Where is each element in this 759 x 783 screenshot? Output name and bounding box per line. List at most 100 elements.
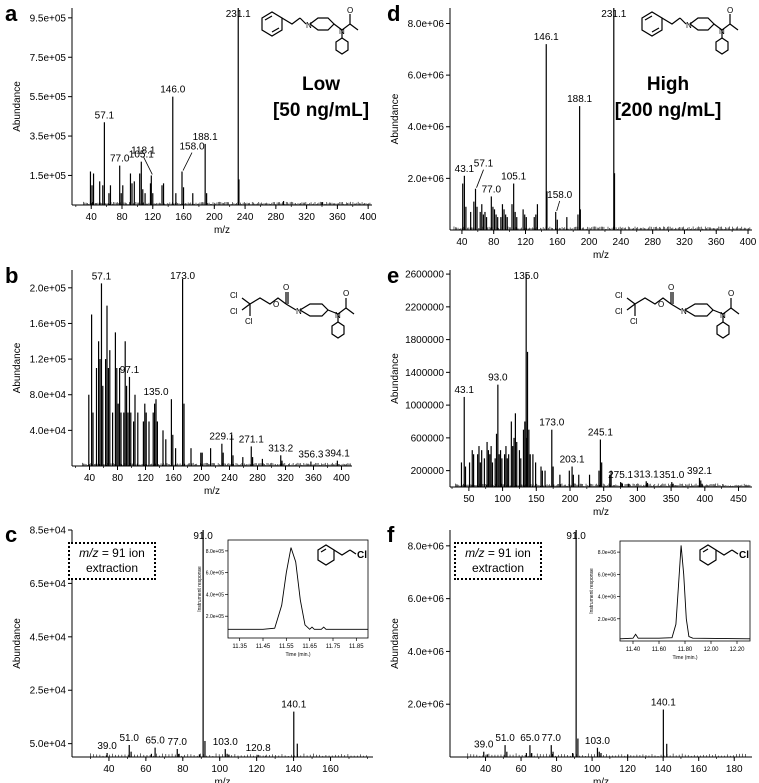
x-tick-label-d: 400 — [740, 237, 757, 248]
x-tick-label-b: 80 — [112, 473, 124, 484]
extraction-rest: = 91 ion — [484, 546, 531, 560]
svg-text:O: O — [668, 283, 674, 292]
x-axis-label-f: m/z — [593, 777, 609, 783]
x-tick-label-d: 200 — [581, 237, 598, 248]
inset-y-tick-label-f: 6.0e+06 — [598, 572, 616, 578]
peak-label-e: 93.0 — [488, 373, 508, 384]
peak-label-b: 394.1 — [325, 449, 350, 460]
x-tick-label-d: 320 — [676, 237, 693, 248]
svg-text:N: N — [720, 311, 726, 320]
spectrum-panel-b: 4.0e+04 8.0e+04 1.2e+05 1.6e+05 2.0e+05 40 80 1… — [12, 270, 352, 497]
peak-label-arrow-d — [476, 169, 484, 188]
x-tick-label-d: 160 — [549, 237, 566, 248]
inset-x-tick-label-f: 12.00 — [703, 647, 719, 653]
x-axis-label-c: m/z — [214, 777, 230, 783]
svg-text:O: O — [658, 300, 664, 309]
svg-text:Cl: Cl — [230, 307, 238, 316]
y-tick-label-d: 8.0e+06 — [408, 19, 445, 30]
extraction-mz: m/z — [79, 546, 99, 560]
ion-extraction-box-f: m/z = 91 ion extraction — [454, 542, 542, 580]
y-axis-label-a: Abundance — [12, 81, 23, 132]
peak-label-a: 158.0 — [179, 142, 204, 153]
svg-text:Cl: Cl — [630, 317, 638, 326]
y-axis-label-d: Abundance — [390, 93, 401, 144]
peak-label-d: 77.0 — [482, 184, 502, 195]
y-tick-label-c: 6.5e+04 — [30, 579, 67, 590]
inset-frame-c — [227, 539, 369, 639]
spectrum-panel-d: 2.0e+06 4.0e+06 6.0e+06 8.0e+06 40 80 120 160 20… — [390, 8, 757, 261]
x-tick-label-e: 450 — [730, 494, 747, 505]
x-tick-label-c: 60 — [140, 764, 152, 775]
peak-label-b: 173.0 — [170, 271, 195, 282]
spectrum-panel-e: 200000 600000 1000000 1400000 1800000 2200000… — [390, 270, 752, 518]
y-tick-label-b: 1.6e+05 — [30, 319, 67, 330]
peak-label-f: 39.0 — [474, 740, 494, 751]
peak-label-a: 146.0 — [160, 85, 185, 96]
x-axis-label-a: m/z — [214, 225, 230, 236]
x-tick-label-d: 280 — [644, 237, 661, 248]
x-tick-label-c: 80 — [177, 764, 189, 775]
y-tick-label-e: 200000 — [411, 466, 445, 477]
panel-label-b: b — [5, 263, 19, 288]
peak-label-f: 103.0 — [585, 736, 610, 747]
peak-label-e: 351.0 — [659, 470, 684, 481]
svg-text:Cl: Cl — [739, 550, 749, 561]
svg-text:Cl: Cl — [230, 291, 238, 300]
peak-label-e: 135.0 — [514, 271, 539, 282]
peak-label-c: 39.0 — [97, 741, 117, 752]
x-tick-label-b: 400 — [333, 473, 350, 484]
svg-text:N: N — [719, 27, 725, 36]
y-tick-label-e: 2600000 — [405, 270, 444, 281]
peak-label-e: 43.1 — [454, 385, 474, 396]
peak-label-e: 203.1 — [560, 455, 585, 466]
y-axis-label-c: Abundance — [12, 618, 23, 669]
panel-label-c: c — [5, 522, 18, 547]
x-tick-label-d: 80 — [488, 237, 500, 248]
svg-text:N: N — [681, 307, 687, 316]
high-concentration-label: High [200 ng/mL] — [606, 72, 730, 124]
peak-label-c: 140.1 — [281, 700, 306, 711]
y-tick-label-a: 5.5e+05 — [30, 92, 67, 103]
fentanyl-structure-a: N N O — [261, 6, 359, 55]
x-axis-label-d: m/z — [593, 250, 609, 261]
peak-label-e: 245.1 — [588, 428, 613, 439]
y-tick-label-c: 4.5e+04 — [30, 632, 67, 643]
x-tick-label-e: 250 — [595, 494, 612, 505]
y-tick-label-d: 2.0e+06 — [408, 174, 445, 185]
x-tick-label-a: 160 — [175, 212, 192, 223]
peak-label-b: 229.1 — [209, 432, 234, 443]
svg-text:Cl: Cl — [245, 317, 253, 326]
x-tick-label-b: 40 — [84, 473, 96, 484]
x-tick-label-c: 100 — [211, 764, 228, 775]
svg-text:O: O — [728, 289, 734, 298]
x-tick-label-b: 240 — [221, 473, 238, 484]
x-tick-label-a: 40 — [86, 212, 98, 223]
y-tick-label-e: 1400000 — [405, 368, 444, 379]
peak-label-e: 313.1 — [634, 469, 659, 480]
peak-label-b: 97.1 — [120, 365, 140, 376]
y-tick-label-c: 5.0e+04 — [30, 739, 67, 750]
peak-label-a: 57.1 — [95, 110, 115, 121]
svg-text:Cl: Cl — [615, 291, 623, 300]
svg-text:N: N — [306, 21, 312, 30]
inset-chromatogram-trace-f — [619, 545, 751, 640]
peak-label-arrow-a — [142, 156, 153, 175]
inset-y-tick-label-c: 8.0e+05 — [206, 549, 224, 555]
x-tick-label-a: 360 — [329, 212, 346, 223]
peak-label-c: 103.0 — [213, 737, 238, 748]
x-tick-label-a: 120 — [144, 212, 161, 223]
y-tick-label-f: 4.0e+06 — [408, 647, 445, 658]
x-tick-label-f: 180 — [726, 764, 743, 775]
inset-x-axis-label-f: Time (min.) — [672, 655, 697, 661]
y-tick-label-b: 4.0e+04 — [30, 426, 67, 437]
x-tick-label-b: 160 — [165, 473, 182, 484]
x-tick-label-d: 120 — [517, 237, 534, 248]
inset-x-tick-label-c: 11.55 — [279, 644, 294, 650]
inset-x-tick-label-f: 11.40 — [626, 647, 641, 653]
peak-label-f: 91.0 — [566, 531, 586, 542]
y-tick-label-a: 9.5e+05 — [30, 13, 67, 24]
x-tick-label-d: 40 — [456, 237, 468, 248]
extraction-mz: m/z — [465, 546, 485, 560]
peak-label-d: 146.1 — [534, 32, 559, 43]
x-tick-label-f: 40 — [480, 764, 492, 775]
